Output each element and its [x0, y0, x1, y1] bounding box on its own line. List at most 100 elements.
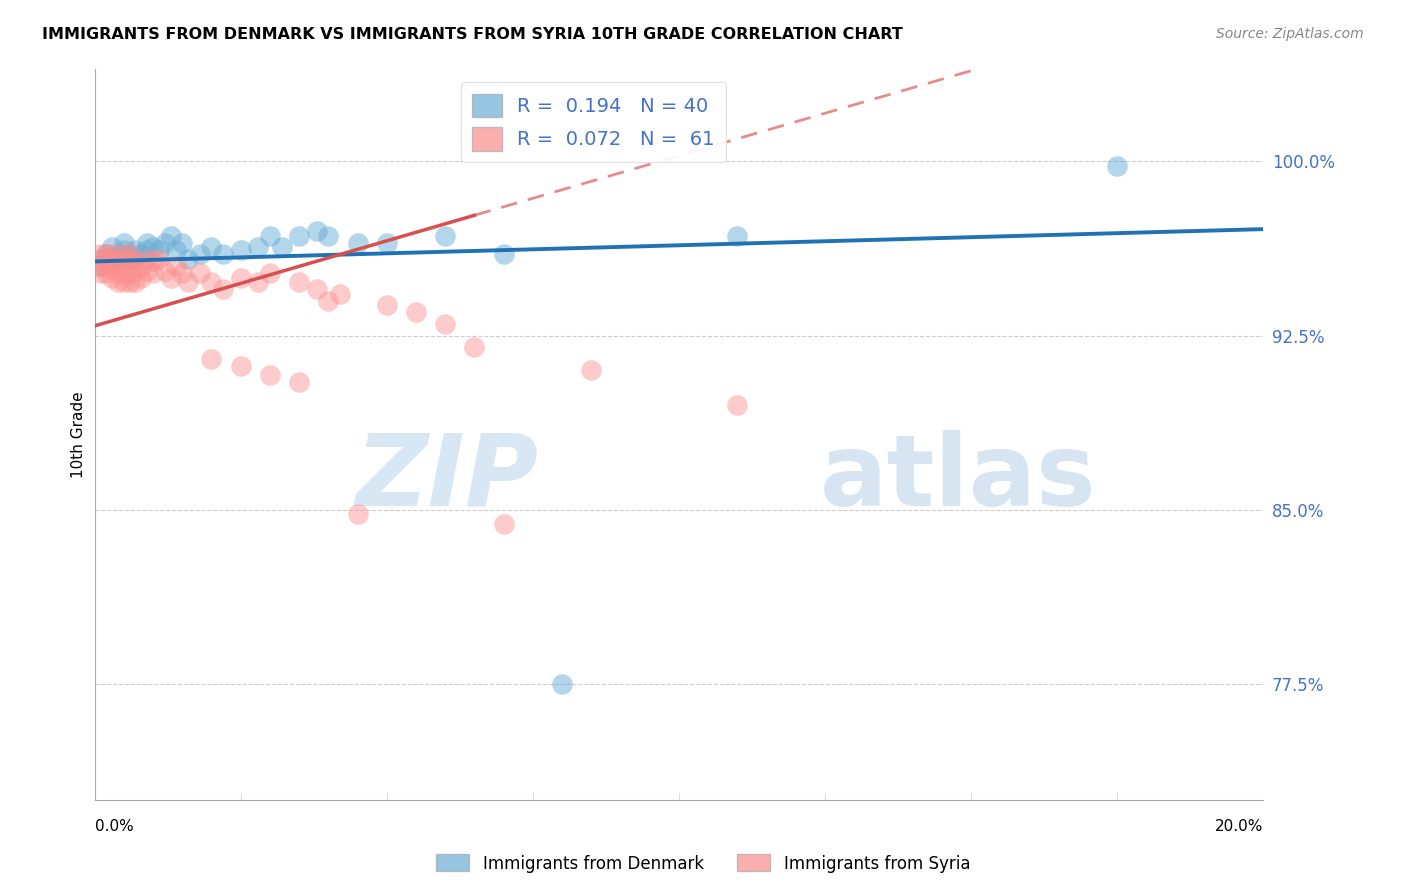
- Point: [200, 351, 222, 366]
- Legend: R =  0.194   N = 40, R =  0.072   N =  61: R = 0.194 N = 40, R = 0.072 N = 61: [461, 82, 727, 162]
- Point: [188, 247, 211, 261]
- Point: [96, 247, 118, 261]
- Point: [107, 252, 129, 266]
- Point: [318, 228, 340, 243]
- Point: [96, 247, 118, 261]
- Point: [346, 508, 368, 522]
- Point: [172, 235, 194, 250]
- Point: [434, 317, 457, 331]
- Point: [159, 270, 181, 285]
- Text: IMMIGRANTS FROM DENMARK VS IMMIGRANTS FROM SYRIA 10TH GRADE CORRELATION CHART: IMMIGRANTS FROM DENMARK VS IMMIGRANTS FR…: [42, 27, 903, 42]
- Point: [101, 252, 124, 266]
- Point: [463, 340, 485, 354]
- Point: [259, 266, 281, 280]
- Point: [124, 254, 146, 268]
- Point: [142, 266, 165, 280]
- Point: [200, 275, 222, 289]
- Point: [89, 252, 111, 266]
- Point: [136, 243, 159, 257]
- Point: [101, 270, 124, 285]
- Point: [259, 368, 281, 382]
- Point: [212, 247, 235, 261]
- Point: [101, 240, 124, 254]
- Point: [247, 240, 270, 254]
- Text: 0.0%: 0.0%: [94, 819, 134, 833]
- Point: [89, 247, 111, 261]
- Point: [288, 275, 311, 289]
- Text: 20.0%: 20.0%: [1215, 819, 1264, 833]
- Point: [112, 247, 135, 261]
- Point: [165, 259, 187, 273]
- Point: [118, 275, 141, 289]
- Point: [101, 247, 124, 261]
- Point: [305, 224, 328, 238]
- Point: [136, 252, 159, 266]
- Point: [725, 398, 748, 412]
- Point: [229, 359, 252, 373]
- Point: [375, 298, 398, 312]
- Point: [118, 247, 141, 261]
- Point: [288, 375, 311, 389]
- Point: [1107, 159, 1129, 173]
- Point: [153, 263, 176, 277]
- Point: [318, 293, 340, 308]
- Point: [107, 254, 129, 268]
- Point: [89, 259, 111, 273]
- Point: [405, 305, 427, 319]
- Point: [581, 363, 603, 377]
- Point: [124, 243, 146, 257]
- Point: [148, 243, 170, 257]
- Point: [112, 266, 135, 280]
- Point: [177, 275, 200, 289]
- Point: [492, 516, 515, 531]
- Point: [142, 240, 165, 254]
- Point: [112, 254, 135, 268]
- Point: [131, 259, 153, 273]
- Point: [172, 266, 194, 280]
- Point: [165, 243, 187, 257]
- Point: [131, 270, 153, 285]
- Point: [118, 266, 141, 280]
- Point: [159, 228, 181, 243]
- Point: [112, 275, 135, 289]
- Point: [96, 252, 118, 266]
- Point: [118, 252, 141, 266]
- Point: [259, 228, 281, 243]
- Point: [229, 243, 252, 257]
- Point: [112, 235, 135, 250]
- Text: Source: ZipAtlas.com: Source: ZipAtlas.com: [1216, 27, 1364, 41]
- Point: [247, 275, 270, 289]
- Point: [107, 275, 129, 289]
- Point: [200, 240, 222, 254]
- Point: [551, 677, 574, 691]
- Point: [124, 263, 146, 277]
- Legend: Immigrants from Denmark, Immigrants from Syria: Immigrants from Denmark, Immigrants from…: [429, 847, 977, 880]
- Point: [136, 263, 159, 277]
- Point: [329, 286, 352, 301]
- Point: [177, 252, 200, 266]
- Text: atlas: atlas: [820, 430, 1095, 526]
- Point: [107, 266, 129, 280]
- Point: [112, 243, 135, 257]
- Point: [118, 254, 141, 268]
- Point: [305, 282, 328, 296]
- Point: [212, 282, 235, 296]
- Point: [375, 235, 398, 250]
- Point: [96, 259, 118, 273]
- Point: [136, 235, 159, 250]
- Point: [96, 266, 118, 280]
- Point: [153, 235, 176, 250]
- Y-axis label: 10th Grade: 10th Grade: [72, 391, 86, 477]
- Point: [148, 252, 170, 266]
- Point: [492, 247, 515, 261]
- Point: [107, 247, 129, 261]
- Point: [124, 252, 146, 266]
- Point: [288, 228, 311, 243]
- Point: [101, 254, 124, 268]
- Text: ZIP: ZIP: [356, 430, 538, 526]
- Point: [142, 254, 165, 268]
- Point: [96, 252, 118, 266]
- Point: [124, 275, 146, 289]
- Point: [107, 259, 129, 273]
- Point: [188, 266, 211, 280]
